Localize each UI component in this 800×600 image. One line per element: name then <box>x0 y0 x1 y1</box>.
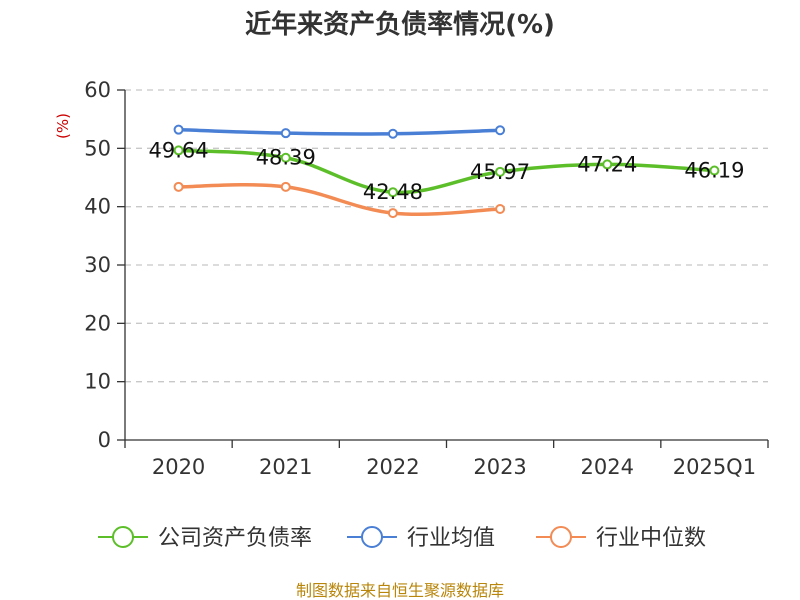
y-tick-label: 10 <box>84 370 111 394</box>
y-axis-label: (%) <box>54 113 72 139</box>
x-tick-label: 2021 <box>259 455 312 479</box>
data-point <box>173 124 184 135</box>
legend-label: 行业中位数 <box>596 526 706 551</box>
series-group <box>173 124 720 219</box>
data-point <box>173 181 184 192</box>
series-line-1 <box>176 127 502 136</box>
axes: 0 10 20 30 40 50 60 2020 2021 2022 2023 2024 2025Q1 <box>84 78 769 479</box>
x-tick-label: 2024 <box>581 455 634 479</box>
data-point <box>387 208 398 219</box>
data-point <box>280 128 291 139</box>
data-point <box>495 204 506 214</box>
series-line-2 <box>176 182 502 216</box>
grid-lines <box>125 89 768 383</box>
data-point <box>387 128 398 139</box>
data-point <box>495 166 506 177</box>
y-tick-label: 50 <box>84 136 111 160</box>
data-point <box>709 165 720 176</box>
legend-label: 公司资产负债率 <box>158 526 312 551</box>
data-point <box>387 187 398 198</box>
data-point <box>280 181 291 192</box>
legend-marker <box>112 526 134 548</box>
data-label: 42.48 <box>363 180 423 204</box>
y-tick-label: 30 <box>84 253 111 277</box>
chart-title: 近年来资产负债率情况(%) <box>245 9 555 40</box>
y-tick-label: 20 <box>84 311 111 335</box>
data-label: 48.39 <box>256 146 316 170</box>
y-tick-label: 40 <box>84 195 111 219</box>
legend-label: 行业均值 <box>407 526 495 551</box>
legend-marker <box>361 526 383 548</box>
series-line-0 <box>176 148 717 195</box>
data-label: 49.64 <box>149 138 209 162</box>
data-label: 45.97 <box>470 160 530 184</box>
data-point <box>602 159 613 170</box>
x-tick-label: 2025Q1 <box>673 455 756 479</box>
legend-marker <box>550 526 572 548</box>
data-labels: 49.64 48.39 42.48 45.97 47.24 46.19 <box>149 138 745 204</box>
x-tick-label: 2023 <box>473 455 526 479</box>
data-point <box>495 125 506 136</box>
data-label: 46.19 <box>684 159 744 183</box>
data-label: 47.24 <box>577 152 637 176</box>
legend: 公司资产负债率 行业均值 行业中位数 <box>98 526 706 551</box>
y-tick-label: 60 <box>84 78 111 102</box>
y-tick-label: 0 <box>98 428 111 452</box>
x-tick-label: 2020 <box>152 455 205 479</box>
data-point <box>173 145 184 156</box>
data-point <box>280 152 291 163</box>
source-footer: 制图数据来自恒生聚源数据库 <box>296 581 504 600</box>
x-tick-label: 2022 <box>366 455 419 479</box>
